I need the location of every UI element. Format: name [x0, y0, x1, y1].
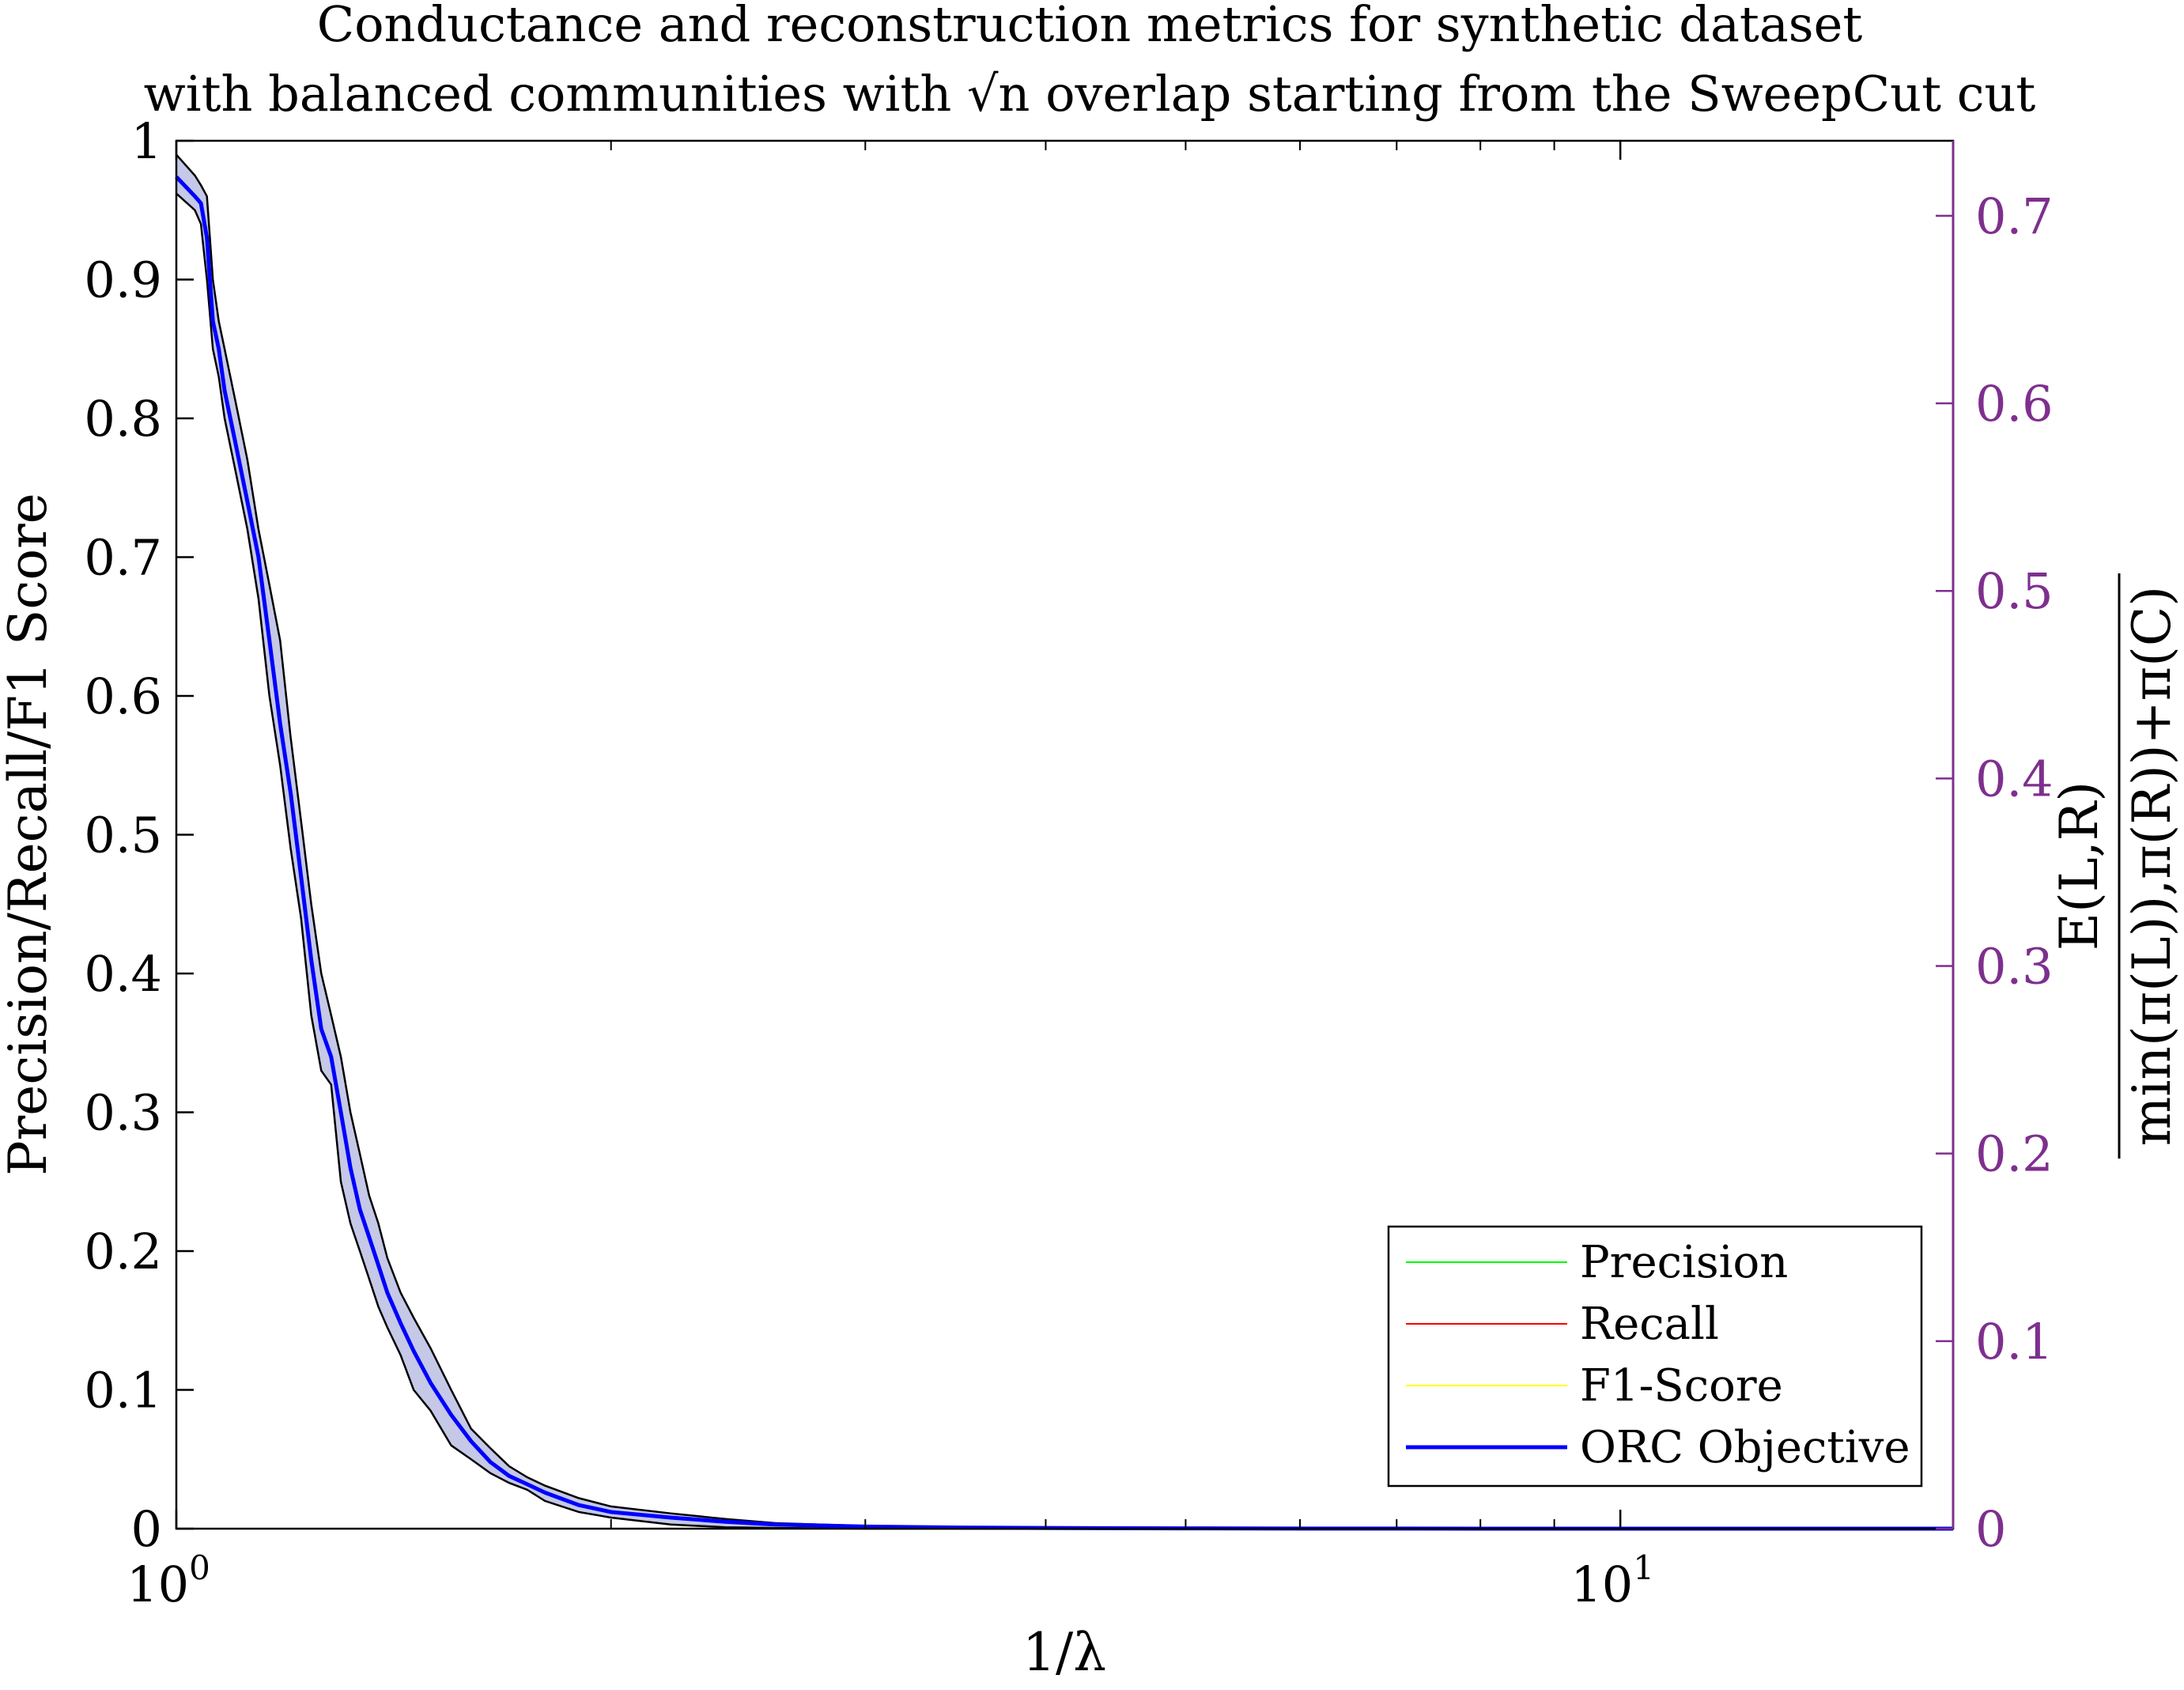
right-y-tick-label: 0.3	[1975, 938, 2054, 996]
series-line-0	[175, 175, 1953, 1531]
x-tick-label: 100	[127, 1548, 210, 1613]
right-y-tick-label: 0.2	[1975, 1125, 2054, 1183]
right-y-axis-label: E(L,R) min(π(L)),π(R))+π(C)	[2049, 573, 2182, 1159]
left-y-axis-label: Precision/Recall/F1 Score	[0, 493, 59, 1175]
left-y-tick-label: 0.7	[84, 529, 162, 587]
series-layer	[175, 175, 1953, 1531]
x-tick-label-exponent: 1	[1633, 1548, 1654, 1587]
right-y-tick-label: 0.1	[1975, 1313, 2054, 1371]
left-y-tick-label: 0	[131, 1500, 162, 1558]
left-y-tick-label: 1	[131, 112, 162, 170]
x-tick-label-base: 10	[1570, 1556, 1633, 1613]
left-y-tick-label: 0.9	[84, 251, 162, 309]
legend-label-3: ORC Objective	[1580, 1422, 1910, 1473]
legend-box	[1387, 1225, 1923, 1488]
x-axis: 100 101	[127, 141, 1654, 1613]
left-y-tick-label: 0.5	[84, 807, 162, 864]
right-y-tick-label: 0.5	[1975, 562, 2054, 620]
left-y-tick-label: 0.2	[84, 1223, 162, 1280]
left-y-tick-label: 0.4	[84, 945, 162, 1003]
right-y-axis-label-numerator: E(L,R)	[2049, 781, 2110, 951]
right-y-tick-label: 0.7	[1975, 187, 2054, 245]
right-y-tick-label: 0.6	[1975, 375, 2054, 433]
x-tick-label-exponent: 0	[189, 1548, 210, 1587]
chart-title: Conductance and reconstruction metrics f…	[144, 0, 2036, 123]
left-y-tick-label: 0.3	[84, 1084, 162, 1142]
chart-title-line-1: Conductance and reconstruction metrics f…	[317, 0, 1863, 53]
right-y-tick-label: 0	[1975, 1500, 2006, 1558]
legend-label-0: Precision	[1580, 1237, 1788, 1288]
left-y-axis: 0 0.1 0.2 0.3 0.4 0.5 0.6 0.7 0.8 0.9 1	[84, 112, 194, 1558]
left-y-tick-label: 0.8	[84, 390, 162, 448]
right-y-axis: 0 0.1 0.2 0.3 0.4 0.5 0.6 0.7	[1936, 187, 2054, 1558]
chart-title-line-2: with balanced communities with √n overla…	[144, 65, 2036, 123]
right-y-axis-label-denominator: min(π(L)),π(R))+π(C)	[2122, 586, 2182, 1146]
left-y-tick-label: 0.6	[84, 667, 162, 725]
x-tick-label-base: 10	[127, 1556, 189, 1613]
legend: Precision Recall F1-Score ORC Objective	[1387, 1225, 1923, 1488]
legend-label-2: F1-Score	[1580, 1360, 1783, 1412]
x-tick-label: 101	[1570, 1548, 1654, 1613]
right-y-tick-label: 0.4	[1975, 750, 2054, 807]
left-y-tick-label: 0.1	[84, 1362, 162, 1420]
x-axis-label: 1/λ	[1022, 1622, 1106, 1683]
legend-label-1: Recall	[1580, 1299, 1719, 1350]
